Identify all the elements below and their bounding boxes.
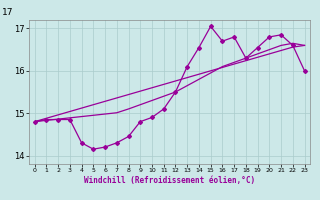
X-axis label: Windchill (Refroidissement éolien,°C): Windchill (Refroidissement éolien,°C) — [84, 176, 255, 185]
Text: 17: 17 — [2, 8, 13, 17]
